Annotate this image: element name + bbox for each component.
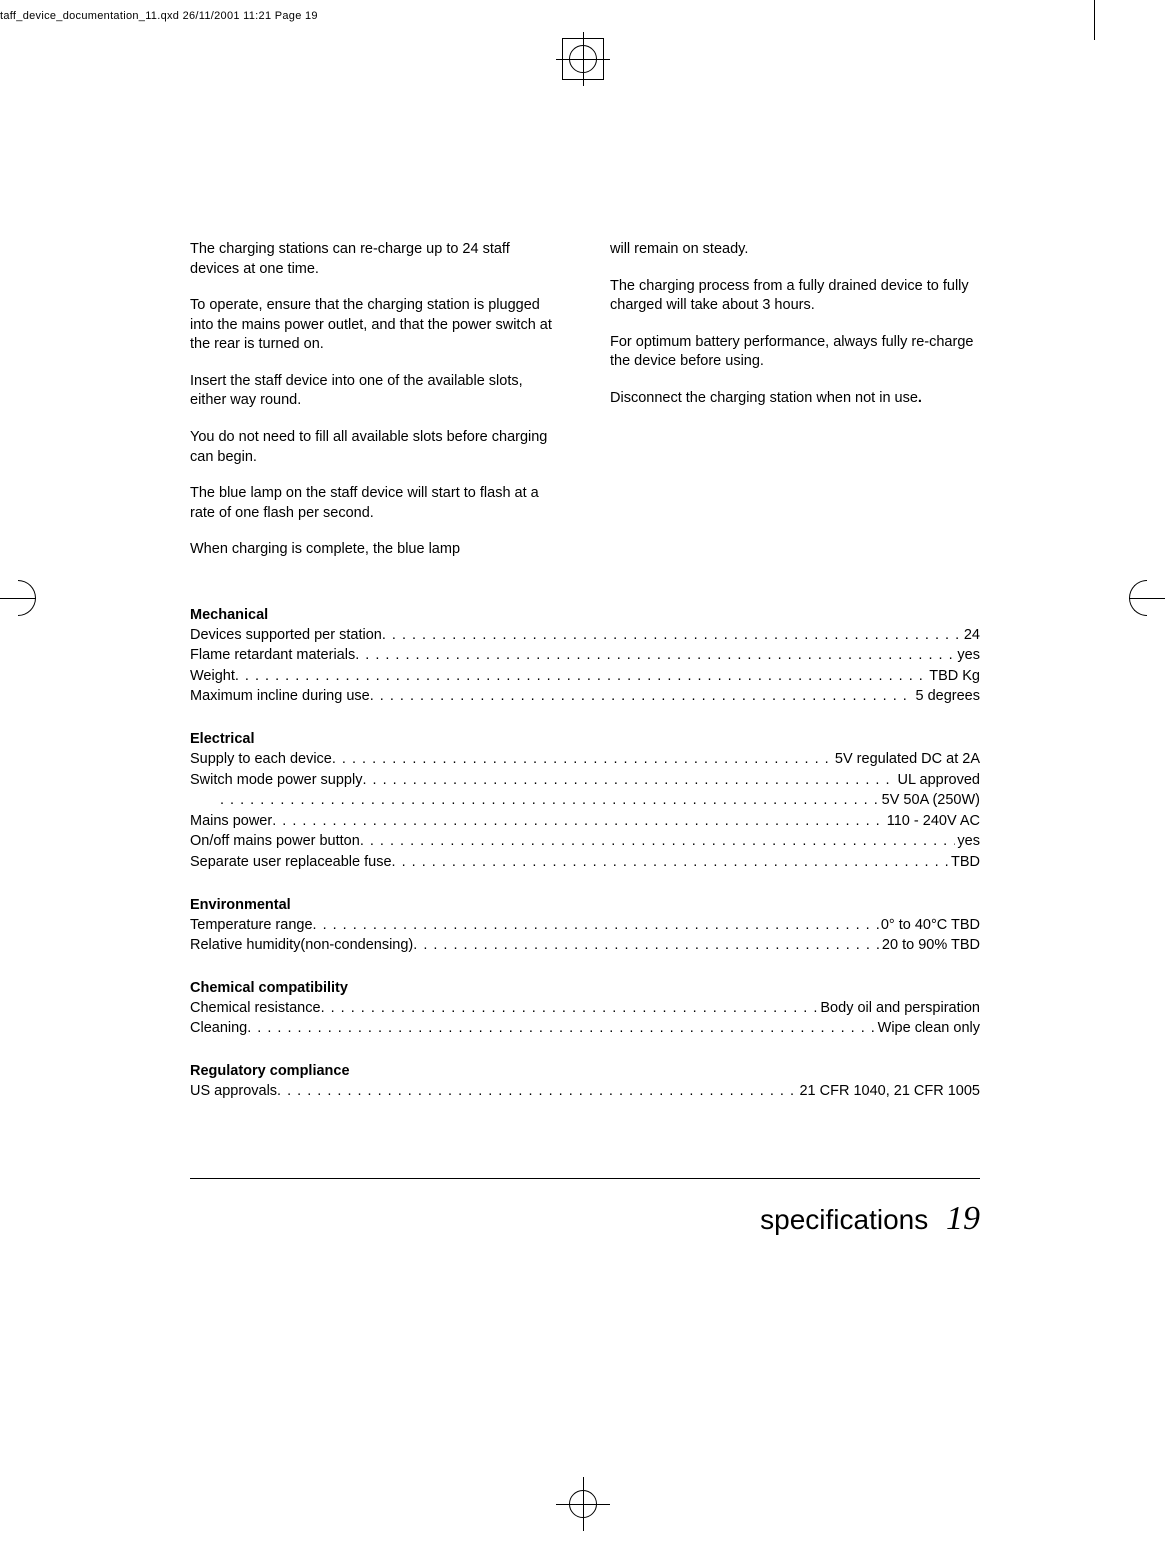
para: The charging stations can re-charge up t… (190, 240, 560, 279)
intro-columns: The charging stations can re-charge up t… (190, 240, 980, 577)
spec-row: Chemical resistanceBody oil and perspira… (190, 998, 980, 1019)
section-heading: Environmental (190, 897, 980, 913)
registration-mark-top (562, 38, 604, 80)
spec-environmental: Environmental Temperature range0° to 40°… (190, 897, 980, 956)
section-heading: Chemical compatibility (190, 980, 980, 996)
spec-row: WeightTBD Kg (190, 666, 980, 687)
page-body: The charging stations can re-charge up t… (190, 240, 980, 1101)
registration-mark-left (0, 580, 36, 616)
spec-chemical: Chemical compatibility Chemical resistan… (190, 980, 980, 1039)
page-footer: specifications 19 (190, 1200, 980, 1238)
crop-mark (1094, 0, 1095, 40)
para: The charging process from a fully draine… (610, 277, 980, 316)
spec-electrical: Electrical Supply to each device5V regul… (190, 731, 980, 872)
spec-row: Temperature range0° to 40°C TBD (190, 915, 980, 936)
spec-row: 5V 50A (250W) (190, 790, 980, 811)
print-file-header: taff_device_documentation_11.qxd 26/11/2… (0, 10, 318, 22)
para: To operate, ensure that the charging sta… (190, 296, 560, 355)
spec-row: Devices supported per station24 (190, 625, 980, 646)
spec-row: Supply to each device5V regulated DC at … (190, 749, 980, 770)
para: Insert the staff device into one of the … (190, 372, 560, 411)
section-heading: Mechanical (190, 607, 980, 623)
column-left: The charging stations can re-charge up t… (190, 240, 560, 577)
para: For optimum battery performance, always … (610, 333, 980, 372)
footer-rule (190, 1178, 980, 1179)
spec-mechanical: Mechanical Devices supported per station… (190, 607, 980, 707)
registration-mark-bottom (562, 1483, 604, 1525)
spec-row: Maximum incline during use5 degrees (190, 686, 980, 707)
section-heading: Regulatory compliance (190, 1063, 980, 1079)
section-heading: Electrical (190, 731, 980, 747)
footer-title: specifications (760, 1204, 928, 1235)
column-right: will remain on steady. The charging proc… (610, 240, 980, 577)
para: The blue lamp on the staff device will s… (190, 484, 560, 523)
spec-row: Mains power110 - 240V AC (190, 811, 980, 832)
spec-row: Flame retardant materialsyes (190, 645, 980, 666)
spec-row: Separate user replaceable fuseTBD (190, 852, 980, 873)
para: When charging is complete, the blue lamp (190, 540, 560, 560)
spec-row: CleaningWipe clean only (190, 1018, 980, 1039)
page-number: 19 (946, 1200, 980, 1237)
spec-regulatory: Regulatory compliance US approvals21 CFR… (190, 1063, 980, 1102)
para: will remain on steady. (610, 240, 980, 260)
spec-row: Switch mode power supplyUL approved (190, 770, 980, 791)
spec-row: Relative humidity(non-condensing)20 to 9… (190, 935, 980, 956)
spec-row: US approvals21 CFR 1040, 21 CFR 1005 (190, 1081, 980, 1102)
para: You do not need to fill all available sl… (190, 428, 560, 467)
spec-row: On/off mains power buttonyes (190, 831, 980, 852)
registration-mark-right (1129, 580, 1165, 616)
para: Disconnect the charging station when not… (610, 389, 980, 409)
